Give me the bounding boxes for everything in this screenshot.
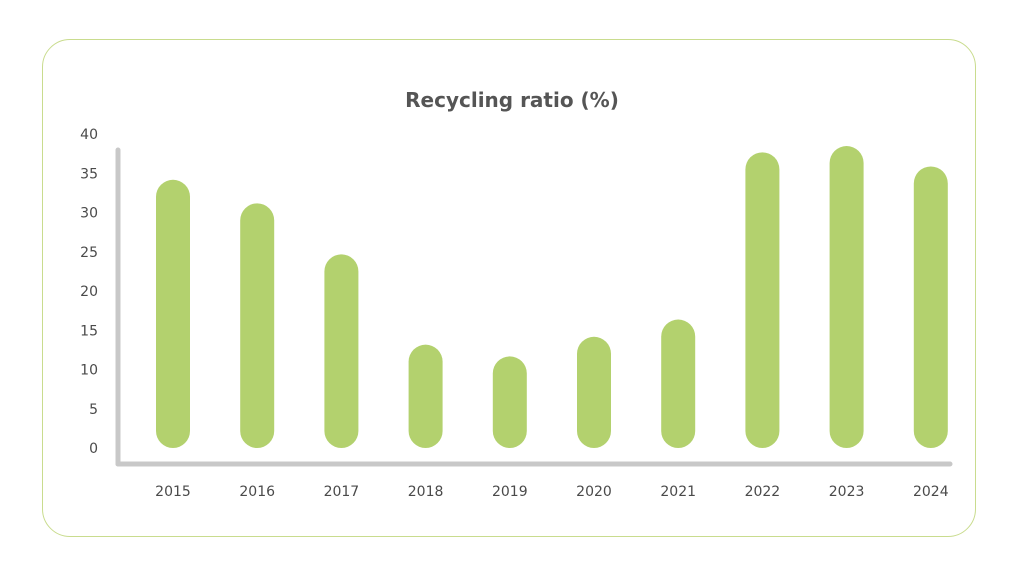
y-axis-ticks: 0 5 10 15 20 25 30 35 40 [80,127,98,457]
y-tick-label: 25 [80,245,98,261]
bars [156,146,948,449]
x-tick-label: 2019 [492,484,528,500]
y-tick-label: 30 [80,206,98,222]
bar-2023 [829,146,864,449]
chart-card [42,39,976,537]
x-tick-label: 2016 [239,484,275,500]
x-tick-label: 2022 [745,484,781,500]
bar-2018 [408,344,443,448]
bar-2016 [240,203,275,448]
x-tick-label: 2017 [324,484,360,500]
bar-2021 [661,319,696,448]
x-tick-label: 2018 [408,484,444,500]
x-tick-label: 2021 [660,484,696,500]
bar-2022 [745,152,780,448]
x-tick-label: 2020 [576,484,612,500]
x-tick-label: 2015 [155,484,191,500]
bar-2020 [577,336,611,448]
x-tick-label: 2023 [829,484,865,500]
x-tick-label: 2024 [913,484,949,500]
chart-title: Recycling ratio (%) [405,88,619,112]
bar-2015 [156,179,190,449]
y-tick-label: 20 [80,284,98,300]
y-tick-label: 40 [80,127,98,143]
y-tick-label: 0 [89,441,98,457]
y-tick-label: 35 [80,166,98,182]
y-tick-label: 10 [80,363,98,379]
bar-2019 [492,356,527,448]
x-axis-ticks: 2015 2016 2017 2018 2019 2020 2021 2022 2023 2024 [155,484,949,500]
bar-2017 [324,254,359,448]
y-tick-label: 15 [80,323,98,339]
bar-2024 [913,166,948,448]
y-tick-label: 5 [89,402,98,418]
